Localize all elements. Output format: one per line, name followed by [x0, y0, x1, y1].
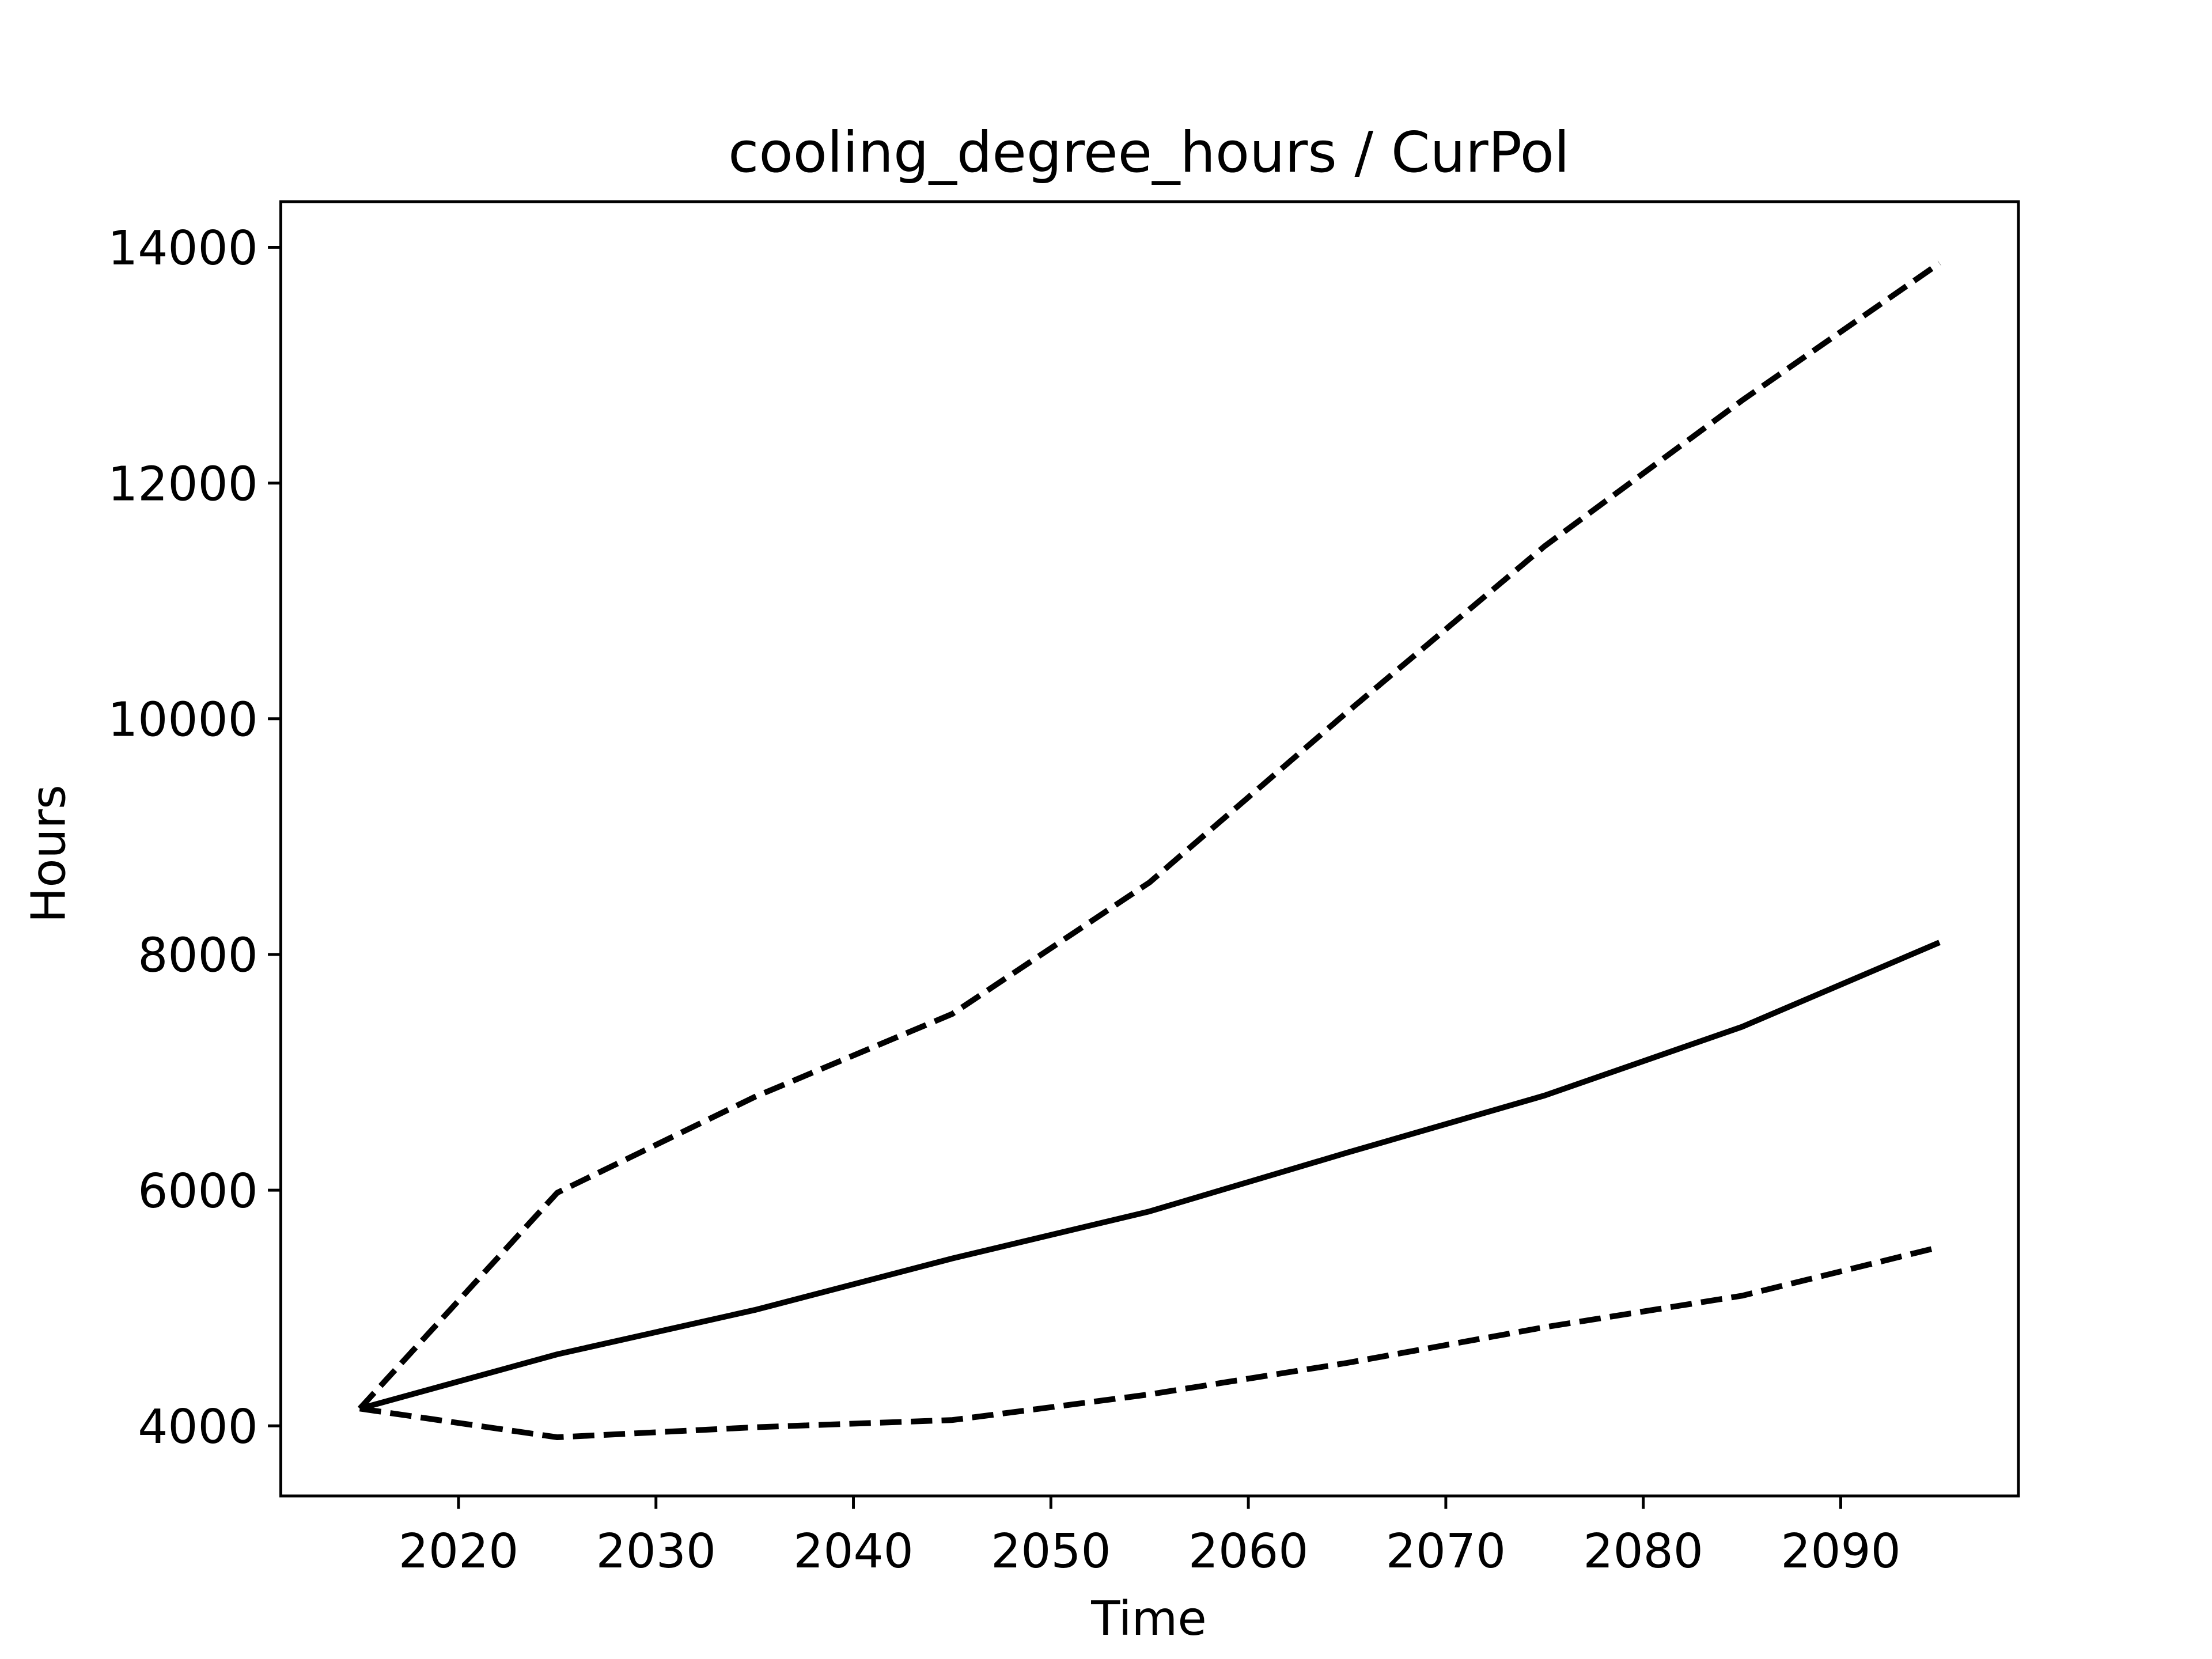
line-series: [359, 940, 1941, 1412]
x-tick-label: 2060: [1188, 1524, 1309, 1579]
x-axis-label: Time: [1090, 1592, 1206, 1646]
axes-frame: [279, 200, 2020, 1498]
x-tick-label: 2050: [991, 1524, 1111, 1579]
x-tick-label: 2080: [1583, 1524, 1703, 1579]
y-tick-label: 10000: [108, 693, 258, 748]
x-tick-label: 2090: [1781, 1524, 1900, 1579]
y-tick-label: 6000: [138, 1164, 258, 1219]
x-tick-label: 2020: [399, 1524, 519, 1579]
plot-area: [357, 260, 1941, 1441]
chart-title: cooling_degree_hours / CurPol: [728, 120, 1570, 185]
y-tick-label: 4000: [138, 1400, 258, 1455]
x-tick-label: 2070: [1386, 1524, 1506, 1579]
x-tick-label: 2040: [793, 1524, 914, 1579]
y-tick-label: 8000: [138, 929, 258, 983]
x-tick-label: 2030: [596, 1524, 716, 1579]
y-tick-label: 14000: [108, 221, 258, 276]
line-series: [359, 1244, 1941, 1441]
y-axis-label: Hours: [22, 785, 77, 923]
line-series: [357, 260, 1941, 1411]
y-tick-label: 12000: [108, 457, 258, 512]
